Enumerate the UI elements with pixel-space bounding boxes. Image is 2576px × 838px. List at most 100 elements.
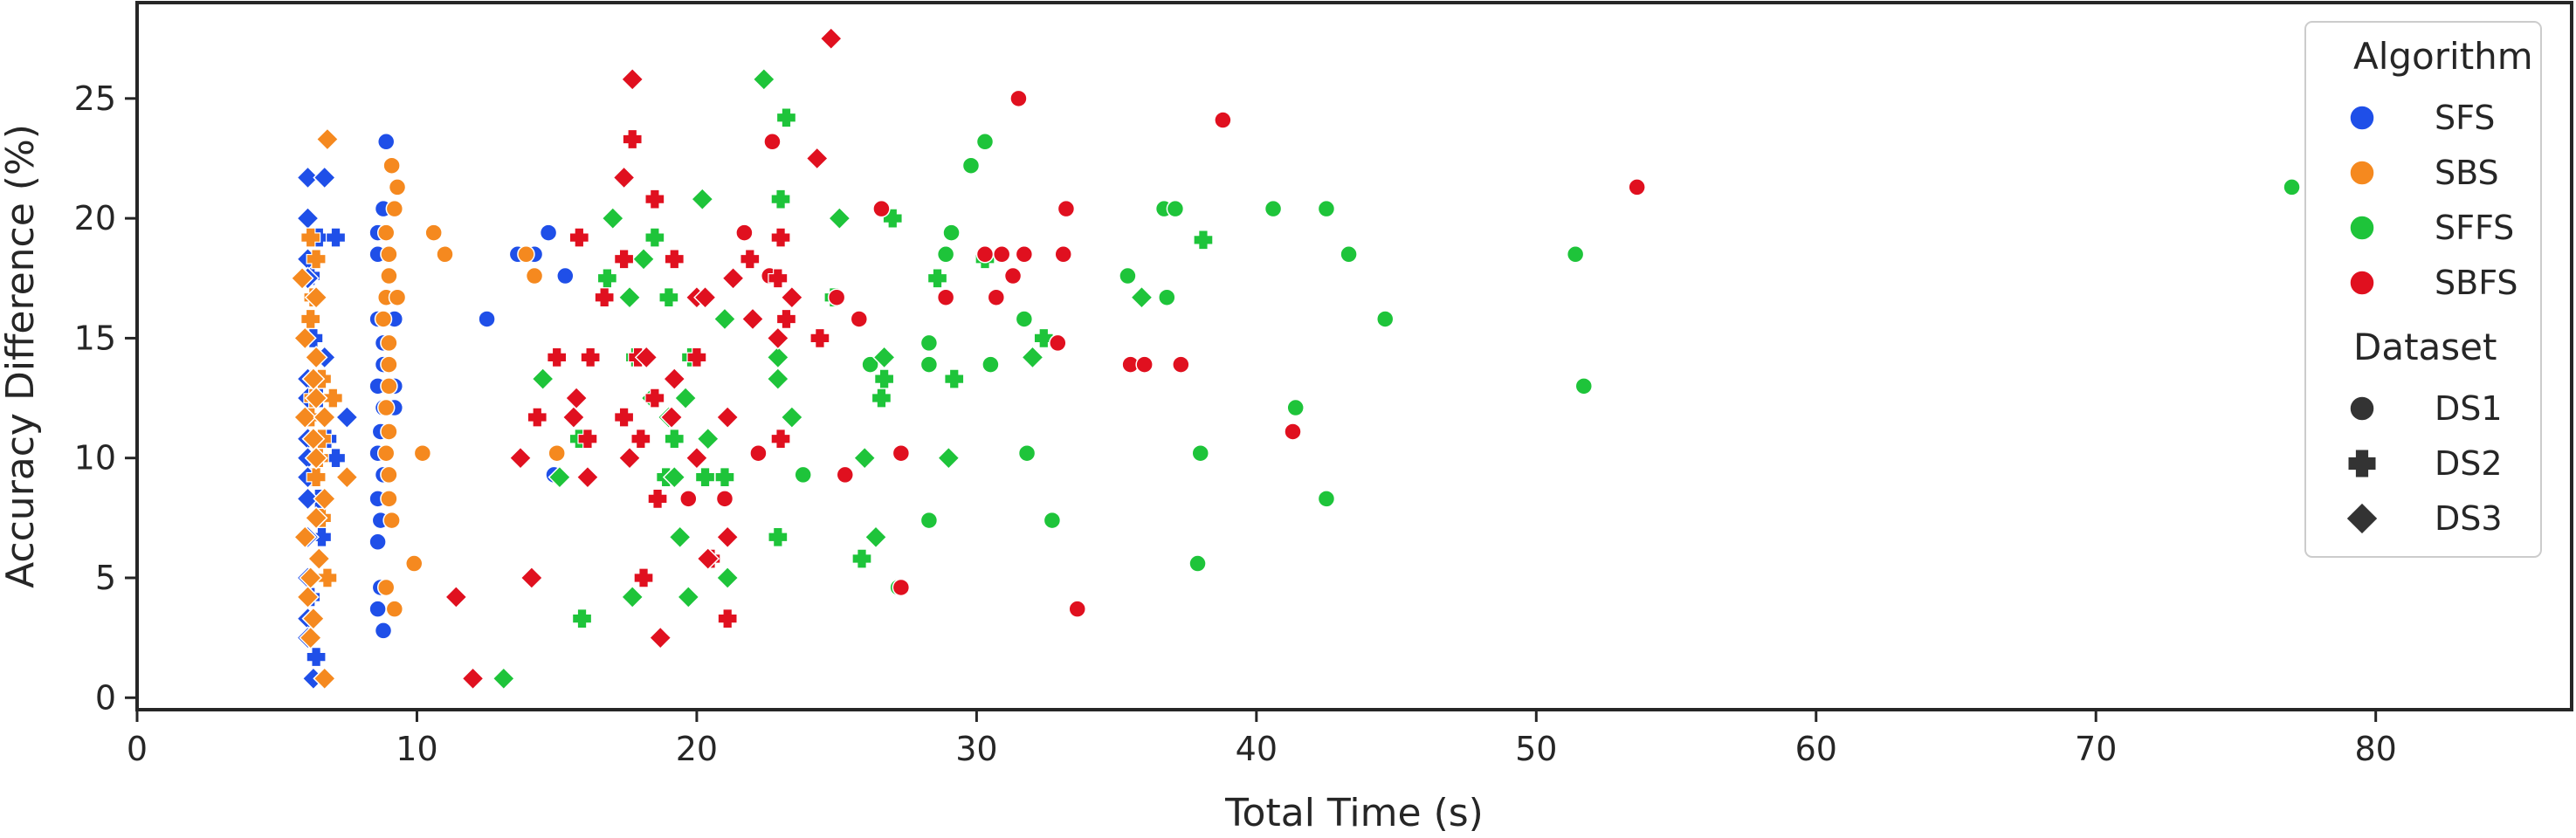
data-point xyxy=(981,355,1000,374)
data-point xyxy=(1015,245,1034,264)
data-point xyxy=(388,178,407,196)
data-point xyxy=(662,367,686,391)
data-point xyxy=(313,405,337,429)
data-point xyxy=(376,398,396,417)
data-point xyxy=(1166,199,1185,218)
data-point xyxy=(293,525,317,549)
data-point xyxy=(717,608,738,629)
data-point xyxy=(749,443,768,463)
legend-marker xyxy=(2349,105,2375,131)
data-point xyxy=(819,26,844,51)
data-point xyxy=(531,367,555,391)
data-point xyxy=(695,467,716,488)
data-point xyxy=(313,486,337,511)
data-point xyxy=(766,326,790,350)
data-point xyxy=(1049,333,1067,353)
data-point xyxy=(300,227,321,248)
data-point xyxy=(1172,355,1190,374)
data-point xyxy=(548,443,566,463)
data-point xyxy=(836,465,855,484)
legend-marker xyxy=(2349,160,2375,186)
data-point xyxy=(290,266,314,291)
data-point xyxy=(306,467,327,488)
data-point xyxy=(306,647,327,668)
x-tick-label: 60 xyxy=(1795,730,1837,768)
data-point xyxy=(1009,89,1028,108)
data-point xyxy=(1003,266,1023,285)
data-point xyxy=(617,446,642,471)
data-point xyxy=(612,166,637,189)
legend-box xyxy=(2304,21,2542,558)
legend-label: SBFS xyxy=(2435,264,2518,302)
data-point xyxy=(547,347,568,367)
data-point xyxy=(975,133,995,151)
data-point xyxy=(539,223,558,242)
data-point xyxy=(461,666,485,690)
data-point xyxy=(827,288,846,306)
data-point xyxy=(1284,422,1302,441)
data-point xyxy=(380,333,398,353)
data-point xyxy=(1574,377,1594,395)
data-point xyxy=(752,67,776,92)
data-point xyxy=(920,511,939,530)
data-point xyxy=(659,405,684,429)
data-point xyxy=(664,429,685,450)
data-point xyxy=(768,268,789,289)
data-point xyxy=(630,429,651,450)
data-point xyxy=(508,446,533,471)
data-point xyxy=(520,566,544,590)
data-point xyxy=(368,600,387,618)
data-point xyxy=(936,245,955,264)
data-point xyxy=(313,166,337,189)
data-point xyxy=(864,525,888,549)
data-point xyxy=(662,465,686,490)
data-point xyxy=(780,405,804,429)
data-point xyxy=(1033,327,1054,348)
y-tick-label: 0 xyxy=(95,678,116,717)
data-point xyxy=(827,206,851,230)
data-point xyxy=(304,386,328,410)
data-point xyxy=(685,446,709,471)
data-point xyxy=(920,355,939,374)
data-point xyxy=(740,307,765,331)
data-point xyxy=(548,465,572,490)
data-point xyxy=(944,368,965,389)
data-point xyxy=(568,227,589,248)
legend-marker xyxy=(2349,215,2375,241)
data-point xyxy=(871,388,892,409)
data-point xyxy=(334,465,359,490)
data-point xyxy=(617,285,642,310)
data-point xyxy=(413,443,432,463)
data-point xyxy=(1068,600,1086,618)
legend-label: SFFS xyxy=(2435,209,2514,247)
data-point xyxy=(770,189,791,210)
data-point xyxy=(942,223,961,242)
data-point xyxy=(596,268,617,289)
data-point xyxy=(380,422,398,441)
data-point xyxy=(304,505,328,530)
data-point xyxy=(374,310,393,328)
data-point xyxy=(713,307,737,331)
data-point xyxy=(696,427,720,451)
data-point xyxy=(299,626,323,650)
data-point xyxy=(920,333,939,353)
data-point xyxy=(601,206,625,230)
data-point xyxy=(1376,310,1395,328)
x-tick-label: 20 xyxy=(676,730,718,768)
data-point xyxy=(385,199,404,218)
data-point xyxy=(851,548,872,569)
data-point xyxy=(376,578,396,597)
data-point xyxy=(376,133,396,151)
data-point xyxy=(631,247,656,271)
data-point xyxy=(293,326,317,350)
data-point xyxy=(775,107,796,128)
data-point xyxy=(721,266,745,291)
data-point xyxy=(304,345,328,369)
data-point xyxy=(296,585,320,609)
data-point xyxy=(633,567,654,588)
data-point xyxy=(307,546,331,571)
data-point xyxy=(668,525,692,549)
data-point xyxy=(317,567,338,588)
legend-label: SFS xyxy=(2435,99,2495,137)
data-point xyxy=(622,128,643,150)
